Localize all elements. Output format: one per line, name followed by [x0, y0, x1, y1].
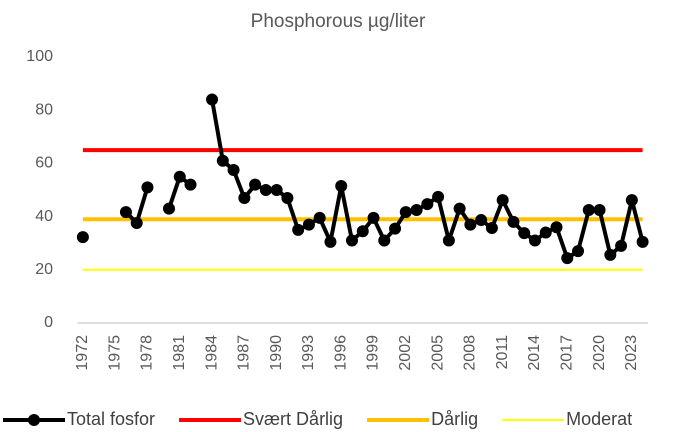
- marker: [313, 211, 326, 224]
- x-tick-label: 2023: [623, 335, 640, 371]
- marker: [367, 211, 380, 224]
- series-line: [124, 99, 645, 261]
- x-tick-label: 1978: [139, 335, 156, 371]
- x-tick-label: 2011: [494, 335, 511, 370]
- x-tick-label: 2002: [397, 335, 414, 371]
- marker: [281, 191, 294, 204]
- marker: [399, 206, 412, 219]
- marker: [227, 164, 240, 177]
- marker: [442, 234, 455, 247]
- marker: [593, 203, 606, 216]
- marker: [238, 191, 251, 204]
- x-tick-label: 2005: [429, 335, 446, 371]
- x-tick-label: 1984: [203, 335, 220, 371]
- marker: [345, 234, 358, 247]
- marker: [173, 170, 186, 183]
- marker: [410, 203, 423, 216]
- marker: [496, 194, 509, 207]
- x-tick-label: 1990: [268, 335, 285, 371]
- x-tick-label: 2008: [462, 335, 479, 371]
- marker: [216, 154, 229, 167]
- marker: [119, 206, 132, 219]
- marker: [421, 198, 434, 211]
- y-tick-label: 40: [35, 208, 53, 225]
- marker: [324, 235, 337, 248]
- marker: [507, 215, 520, 228]
- x-tick-label: 2017: [558, 335, 575, 371]
- marker: [485, 222, 498, 235]
- marker: [162, 202, 175, 215]
- chart-title: Phosphorous µg/liter: [251, 11, 426, 32]
- marker: [475, 214, 488, 227]
- marker: [302, 218, 315, 231]
- y-tick-label: 20: [35, 261, 53, 278]
- y-tick-label: 100: [26, 48, 53, 65]
- marker: [249, 178, 262, 191]
- marker: [184, 178, 197, 191]
- marker: [615, 239, 628, 252]
- marker: [356, 225, 369, 238]
- y-tick-label: 0: [44, 314, 53, 331]
- marker: [550, 221, 563, 234]
- marker: [582, 203, 595, 216]
- marker: [572, 245, 585, 258]
- x-tick-label: 1981: [171, 335, 188, 371]
- x-tick-label: 1987: [236, 335, 253, 371]
- marker: [561, 252, 574, 265]
- marker: [378, 234, 391, 247]
- x-tick-label: 2020: [591, 335, 608, 371]
- marker: [141, 181, 154, 194]
- marker: [625, 194, 638, 207]
- x-tick-label: 2014: [526, 335, 543, 371]
- x-tick-label: 1993: [300, 335, 317, 371]
- marker: [270, 184, 283, 196]
- legend-text: Dårlig: [431, 409, 478, 429]
- marker: [292, 223, 305, 236]
- marker: [130, 216, 143, 229]
- marker: [539, 226, 552, 239]
- marker: [206, 93, 219, 106]
- marker: [453, 202, 466, 215]
- y-tick-label: 60: [35, 155, 53, 172]
- marker: [76, 231, 89, 244]
- x-tick-label: 1975: [106, 335, 123, 371]
- marker: [518, 227, 531, 240]
- legend-text: Moderat: [566, 409, 632, 429]
- marker: [464, 218, 477, 231]
- marker: [636, 235, 649, 248]
- marker: [389, 222, 402, 235]
- legend-marker: [28, 414, 40, 426]
- legend-text: Total fosfor: [67, 409, 155, 429]
- legend-text: Svært Dårlig: [243, 409, 343, 429]
- marker: [259, 184, 272, 196]
- marker: [604, 248, 617, 261]
- x-tick-label: 1999: [365, 335, 382, 371]
- marker: [432, 190, 445, 203]
- y-tick-label: 80: [35, 101, 53, 118]
- x-tick-label: 1972: [74, 335, 91, 371]
- marker: [335, 180, 348, 193]
- x-tick-label: 1996: [332, 335, 349, 371]
- marker: [528, 234, 541, 247]
